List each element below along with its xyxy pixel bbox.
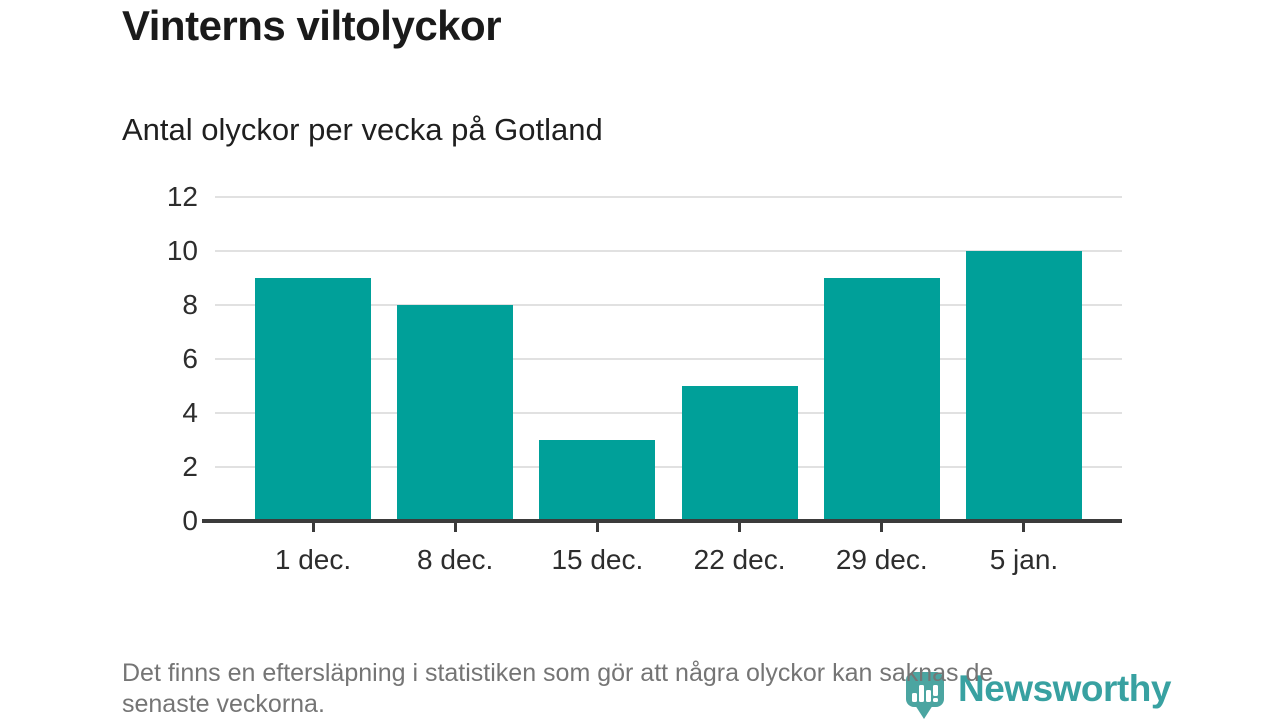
x-axis-labels: 1 dec. 8 dec. 15 dec. 22 dec. 29 dec. 5 jan.	[215, 543, 1122, 577]
chart-title: Vinterns viltolyckor	[122, 2, 502, 49]
y-axis-tick-label: 2	[182, 451, 198, 483]
bar-15dec	[539, 440, 656, 521]
x-label-band: 5 jan.	[966, 543, 1082, 577]
bar-1dec	[255, 278, 371, 521]
y-axis-tick-label: 0	[182, 505, 198, 536]
newsworthy-logo-text: Newsworthy	[958, 668, 1171, 709]
icon-bar-small	[912, 693, 917, 702]
chart-subtitle: Antal olyckor per vecka på Gotland	[122, 112, 603, 147]
x-tick-band	[255, 523, 371, 532]
y-axis-tick-label: 8	[182, 289, 198, 321]
bar-band	[397, 197, 514, 521]
x-axis-tick-label: 29 dec.	[835, 544, 928, 575]
bar-band	[965, 197, 1082, 521]
x-axis-tick-label: 1 dec.	[274, 544, 352, 575]
footer-note: Det finns en eftersläpning i statistiken…	[122, 658, 993, 720]
x-axis-ticks	[215, 523, 1122, 532]
bar-22dec	[681, 386, 798, 521]
x-tick-band	[397, 523, 513, 532]
bar-series	[215, 197, 1122, 521]
newsworthy-logo: Newsworthy	[906, 668, 1171, 720]
bar-8dec	[397, 305, 514, 521]
x-tick-band	[682, 523, 798, 532]
x-axis-tick	[453, 523, 457, 532]
icon-bar-medium	[926, 690, 931, 702]
x-axis-tick-label: 22 dec.	[693, 544, 786, 575]
bar-band	[823, 197, 940, 521]
y-axis-tick-label: 12	[166, 181, 198, 212]
x-tick-band	[966, 523, 1082, 532]
x-label-band: 22 dec.	[682, 543, 798, 577]
speech-bubble-shape	[906, 672, 944, 707]
x-axis-tick-label: 5 jan.	[989, 544, 1059, 575]
gridline-6	[215, 358, 1122, 360]
bar-band	[681, 197, 798, 521]
gridline-4	[215, 412, 1122, 415]
y-axis: 0 2 4 6 8 10 12	[80, 181, 198, 536]
newsworthy-chart-bubble-icon	[906, 672, 946, 720]
x-tick-band	[824, 523, 940, 532]
plot-area	[202, 196, 1122, 523]
x-axis-tick	[595, 523, 599, 532]
y-axis-tick-label: 6	[182, 343, 198, 374]
y-axis-tick-label: 4	[182, 397, 198, 429]
footer-note-line2: senaste veckorna.	[122, 690, 325, 718]
x-axis-tick-label: 15 dec.	[551, 544, 644, 575]
x-axis-tick	[738, 523, 742, 532]
bar-band	[539, 197, 656, 521]
gridline-8	[215, 304, 1122, 307]
x-axis-baseline	[202, 519, 1122, 523]
x-axis-tick	[1022, 523, 1026, 532]
x-label-band: 29 dec.	[824, 543, 940, 577]
x-axis-tick	[880, 523, 884, 532]
bar-5jan	[965, 251, 1082, 521]
footer-note-line1: Det finns en eftersläpning i statistiken…	[122, 659, 994, 687]
x-label-band: 8 dec.	[397, 543, 513, 577]
gridline-2	[215, 466, 1122, 469]
bar-band	[255, 197, 371, 521]
x-axis-tick	[311, 523, 315, 532]
x-axis-tick-label: 8 dec.	[417, 544, 494, 575]
icon-bar-tall	[919, 685, 924, 702]
x-tick-band	[539, 523, 655, 532]
gridline-12	[215, 196, 1122, 198]
bar-29dec	[823, 278, 940, 521]
icon-exclamation	[933, 685, 938, 702]
gridline-10	[215, 250, 1122, 252]
speech-bubble-tail	[915, 705, 933, 719]
x-label-band: 1 dec.	[255, 543, 371, 577]
y-axis-tick-label: 10	[166, 235, 198, 266]
x-label-band: 15 dec.	[539, 543, 655, 577]
